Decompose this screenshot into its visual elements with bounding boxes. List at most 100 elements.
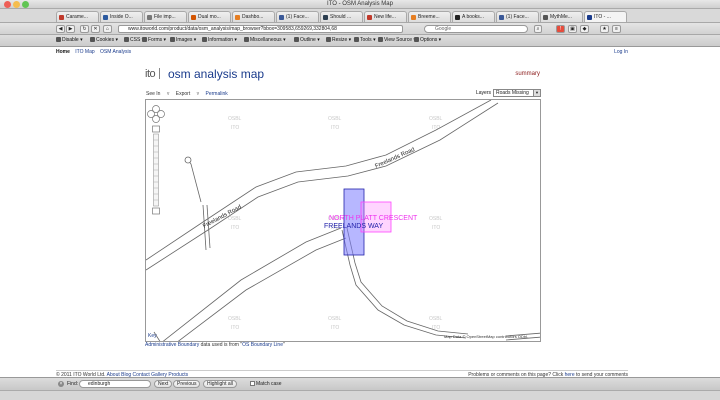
pan-right-icon[interactable] xyxy=(157,110,165,118)
tab-favicon-icon xyxy=(147,15,152,20)
toolbar-menu-options[interactable]: Options ▾ xyxy=(414,37,441,44)
url-input[interactable]: www.itoworld.com/product/data/osm_analys… xyxy=(118,25,403,33)
footer-link-about[interactable]: About xyxy=(106,372,120,378)
addon-icon-3[interactable]: ◆ xyxy=(580,25,589,33)
toolbar-menu-information[interactable]: Information ▾ xyxy=(202,37,237,44)
zoom-out-icon[interactable] xyxy=(152,207,160,215)
browser-tab[interactable]: File imp... xyxy=(144,11,187,22)
tab-label: Dual mo... xyxy=(198,14,221,20)
addon-icon-2[interactable]: ▣ xyxy=(568,25,577,33)
export-menu[interactable]: Export ▿ xyxy=(175,91,200,97)
browser-tab[interactable]: Dual mo... xyxy=(188,11,231,22)
tab-favicon-icon xyxy=(191,15,196,20)
feedback-link[interactable]: here xyxy=(564,372,575,378)
status-bar xyxy=(0,390,720,400)
toolbar-item-label: Information xyxy=(208,37,234,43)
highlight-all-button[interactable]: Highlight all xyxy=(203,380,237,388)
toolbar-item-icon xyxy=(378,37,383,42)
search-input[interactable]: Google xyxy=(424,25,528,33)
match-case-checkbox[interactable]: Match case xyxy=(250,381,282,387)
map-attribution: Map Data © OpenStreetMap contributors OD… xyxy=(444,334,529,339)
browser-tab[interactable]: (1) Face... xyxy=(496,11,539,22)
menu-icon[interactable]: ≡ xyxy=(612,25,621,33)
toolbar-menu-cookies[interactable]: Cookies ▾ xyxy=(90,37,118,44)
find-input[interactable]: edinburgh xyxy=(79,380,151,388)
browser-tab[interactable]: Inside O... xyxy=(100,11,143,22)
nav-link-osm-analysis[interactable]: OSM Analysis xyxy=(100,49,132,55)
footer-link-products[interactable]: Products xyxy=(168,372,189,378)
browser-tab[interactable]: A books... xyxy=(452,11,495,22)
toolbar-menu-forms[interactable]: Forms ▾ xyxy=(142,37,166,44)
os-boundary-line-link[interactable]: OS Boundary Line xyxy=(242,342,283,348)
chevron-down-icon: ▾ xyxy=(281,37,286,43)
tab-label: Breeme... xyxy=(418,14,440,20)
toolbar-menu-miscellaneous[interactable]: Miscellaneous ▾ xyxy=(244,37,286,44)
copyright-text: © 2011 ITO World Ltd. xyxy=(56,372,106,378)
zoom-control[interactable] xyxy=(147,105,165,215)
pan-down-icon[interactable] xyxy=(152,115,160,123)
close-find-icon[interactable]: × xyxy=(58,381,64,387)
find-previous-button[interactable]: Previous xyxy=(173,380,201,388)
browser-tab[interactable]: New life... xyxy=(364,11,407,22)
browser-tab[interactable]: (1) Face... xyxy=(276,11,319,22)
toolbar-item-label: View Source xyxy=(384,37,412,43)
back-arrow-icon[interactable]: ◀ xyxy=(56,25,65,33)
toolbar-item-label: Options xyxy=(420,37,438,43)
watermark-ito: ITO xyxy=(432,225,440,231)
attribution-suffix: " xyxy=(282,342,285,348)
search-go-icon[interactable]: ⌕ xyxy=(534,25,542,33)
close-window-icon[interactable] xyxy=(4,1,11,8)
zoom-window-icon[interactable] xyxy=(22,1,29,8)
administrative-boundary-link[interactable]: Administrative Boundary xyxy=(145,342,200,348)
stop-icon[interactable]: ✕ xyxy=(91,25,100,33)
footer-link-gallery[interactable]: Gallery xyxy=(151,372,168,378)
watermark-ito: ITO xyxy=(432,125,440,131)
see-in-menu[interactable]: See In ▿ xyxy=(146,91,170,97)
footer-link-blog[interactable]: Blog xyxy=(121,372,132,378)
find-next-button[interactable]: Next xyxy=(154,380,173,388)
minimize-window-icon[interactable] xyxy=(13,1,20,8)
pan-left-icon[interactable] xyxy=(147,110,155,118)
footer-link-contact[interactable]: Contact xyxy=(132,372,150,378)
cul-de-sac-marker xyxy=(184,156,192,164)
browser-tab[interactable]: Carame... xyxy=(56,11,99,22)
browser-tab[interactable]: Breeme... xyxy=(408,11,451,22)
toolbar-item-label: Miscellaneous xyxy=(250,37,282,43)
toolbar-menu-disable[interactable]: Disable ▾ xyxy=(56,37,83,44)
nav-link-ito-map[interactable]: ITO Map xyxy=(75,49,95,55)
nav-link-home[interactable]: Home xyxy=(56,49,70,55)
toolbar-menu-tools[interactable]: Tools ▾ xyxy=(354,37,376,44)
ito-logo[interactable]: ito xyxy=(145,68,156,80)
map-key-link[interactable]: Key xyxy=(148,333,157,339)
toolbar-menu-resize[interactable]: Resize ▾ xyxy=(326,37,351,44)
layers-label: Layers xyxy=(476,90,492,96)
toolbar-item-label: Outline xyxy=(300,37,316,43)
browser-tab[interactable]: Should ... xyxy=(320,11,363,22)
toolbar-menu-images[interactable]: Images ▾ xyxy=(170,37,196,44)
browser-tab[interactable]: MythMe... xyxy=(540,11,583,22)
browser-tab[interactable]: ITO - ... xyxy=(584,11,627,22)
chevron-down-icon: ▾ xyxy=(437,37,442,43)
chevron-down-icon: ▼ xyxy=(533,90,540,96)
missing-road-area-pink[interactable] xyxy=(360,201,392,233)
summary-link[interactable]: summary xyxy=(515,71,540,77)
road-network xyxy=(146,100,540,341)
map-canvas[interactable]: OSBL OSBL OSBL OSBL OSBL OSBL OSBL OSBL … xyxy=(145,99,541,342)
toolbar-item-icon xyxy=(244,37,249,42)
toolbar-item-icon xyxy=(294,37,299,42)
toolbar-menu-view-source[interactable]: View Source ▾ xyxy=(378,37,416,44)
pan-up-icon[interactable] xyxy=(152,105,160,113)
browser-tab[interactable]: Dashbo... xyxy=(232,11,275,22)
watermark-osbl: OSBL xyxy=(228,316,242,322)
permalink-link[interactable]: Permalink xyxy=(205,91,228,97)
login-link[interactable]: Log In xyxy=(614,49,628,55)
layers-select[interactable]: Roads Missing ▼ xyxy=(493,89,541,97)
addon-icon[interactable]: ! xyxy=(556,25,565,33)
forward-arrow-icon[interactable]: ▶ xyxy=(66,25,75,33)
toolbar-menu-outline[interactable]: Outline ▾ xyxy=(294,37,320,44)
reload-icon[interactable]: ↻ xyxy=(80,25,89,33)
missing-road-area-blue[interactable] xyxy=(343,188,365,256)
home-icon[interactable]: ⌂ xyxy=(103,25,112,33)
bookmark-icon[interactable]: ★ xyxy=(600,25,609,33)
zoom-in-icon[interactable] xyxy=(152,125,160,133)
